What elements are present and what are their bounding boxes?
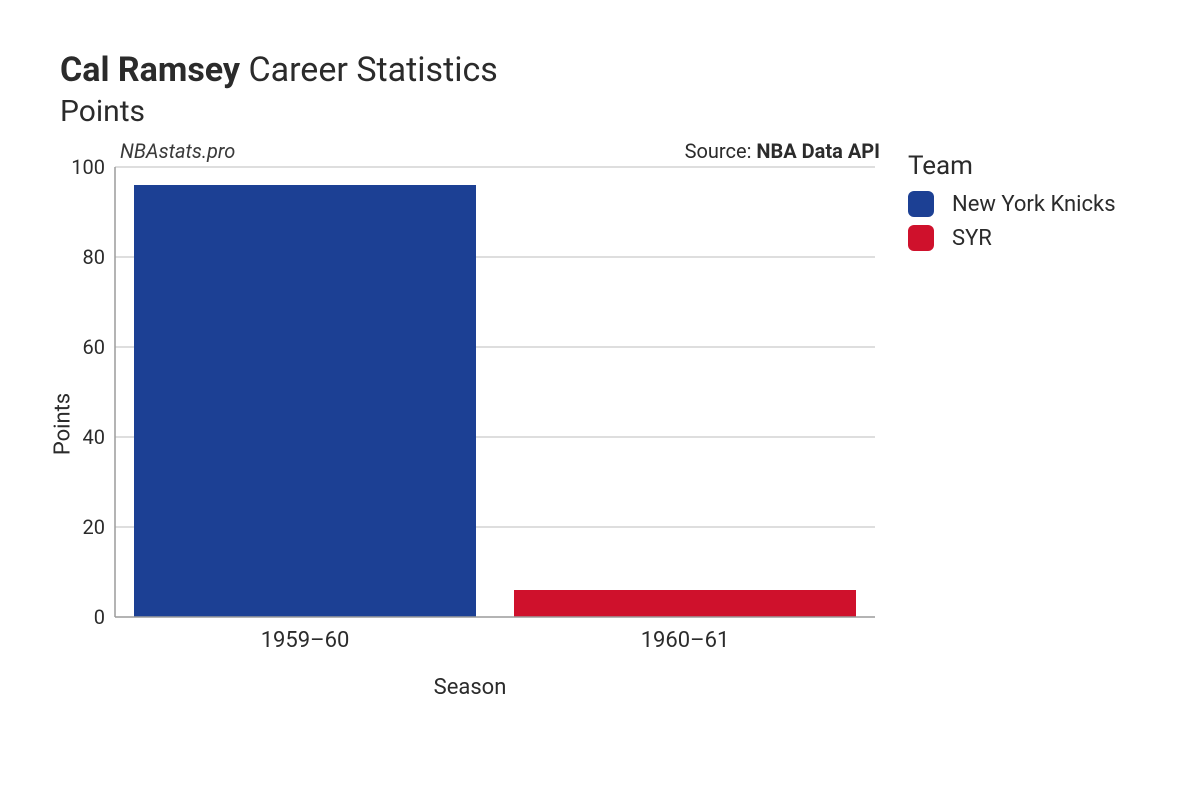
legend-label: New York Knicks	[952, 192, 1116, 217]
y-tick-label: 60	[83, 335, 105, 359]
y-axis-label: Points	[51, 392, 76, 454]
legend-label: SYR	[952, 226, 992, 251]
y-tick-label: 80	[83, 245, 105, 269]
legend-swatch	[908, 191, 934, 217]
title-rest: Career Statistics	[240, 50, 498, 90]
page-subtitle: Points	[60, 94, 1160, 129]
y-tick-label: 40	[83, 425, 105, 449]
legend-swatch	[908, 225, 934, 251]
title-bold: Cal Ramsey	[60, 50, 240, 90]
y-tick-label: 100	[71, 155, 105, 179]
bar	[134, 185, 476, 617]
legend: Team New York Knicks SYR	[908, 151, 1116, 259]
x-tick-label: 1960–61	[641, 628, 730, 653]
x-axis-label: Season	[60, 675, 880, 700]
bar	[514, 590, 856, 617]
y-tick-label: 20	[83, 515, 105, 539]
legend-item: New York Knicks	[908, 191, 1116, 217]
x-tick-label: 1959–60	[261, 628, 350, 653]
bar-chart: 0 20 40 60 80 100 1959–60 1960–61	[60, 147, 880, 657]
legend-title: Team	[908, 151, 1116, 181]
y-tick-label: 0	[94, 605, 105, 629]
page-title: Cal Ramsey Career Statistics	[60, 50, 1160, 90]
legend-item: SYR	[908, 225, 1116, 251]
